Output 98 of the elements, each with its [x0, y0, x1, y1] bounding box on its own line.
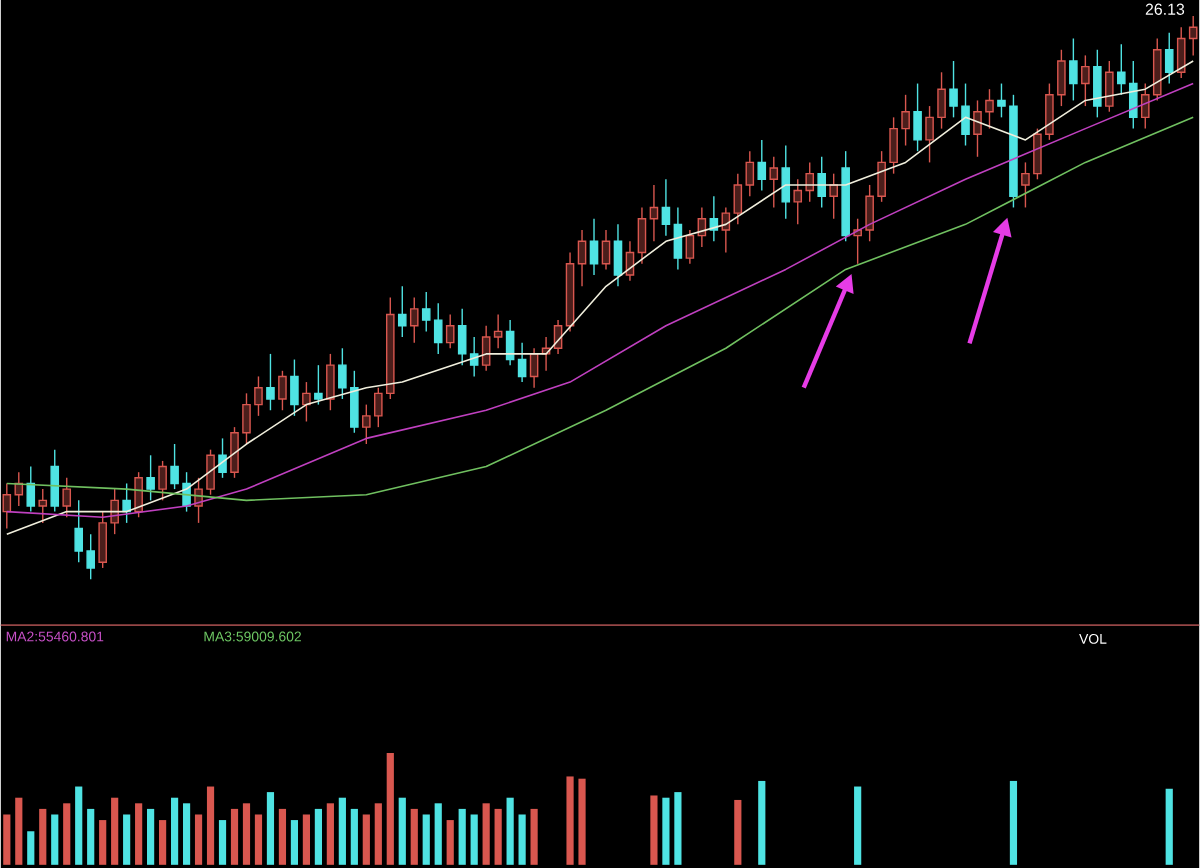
bar: [482, 802, 490, 865]
candlestick: [649, 183, 659, 242]
bar: [410, 808, 418, 865]
bar: [350, 808, 358, 865]
candlestick: [781, 144, 791, 220]
bar: [135, 802, 143, 865]
candlestick: [1105, 59, 1114, 113]
bar: [75, 786, 83, 865]
bar: [386, 752, 394, 865]
bar: [99, 819, 107, 865]
bar: [758, 780, 766, 865]
bar: [530, 808, 538, 865]
bar: [398, 797, 406, 865]
candlestick: [302, 380, 311, 422]
bar: [290, 819, 299, 865]
bar: [27, 830, 35, 865]
bar: [63, 802, 71, 865]
candlestick: [445, 313, 455, 349]
bar: [734, 799, 742, 865]
candlestick: [577, 228, 587, 287]
candlestick: [637, 206, 647, 265]
candlestick: [589, 217, 599, 276]
candlestick: [397, 285, 407, 338]
bar: [147, 808, 155, 865]
bar: [254, 814, 263, 865]
bar: [230, 808, 239, 865]
bar: [854, 786, 862, 865]
candlestick: [2, 482, 12, 529]
candlestick: [1081, 54, 1090, 107]
bar: [518, 814, 526, 865]
bar: [566, 776, 574, 865]
bar: [662, 797, 670, 865]
bar: [458, 808, 466, 865]
bar: [494, 808, 502, 865]
bar: [422, 814, 430, 865]
candlestick: [769, 155, 779, 208]
candlestick: [158, 459, 167, 501]
bar: [111, 797, 119, 865]
candlestick: [122, 482, 131, 524]
candlestick: [1164, 31, 1174, 84]
bar: [674, 791, 682, 865]
bar: [506, 797, 514, 865]
bar: [314, 808, 322, 865]
bar: [578, 778, 586, 865]
bar: [206, 786, 215, 865]
bar: [1009, 780, 1018, 865]
candlestick: [134, 471, 143, 518]
bar: [278, 808, 287, 865]
candlestick: [517, 341, 527, 383]
bar: [1165, 788, 1173, 865]
candlestick: [1093, 48, 1102, 118]
candlestick: [278, 369, 287, 411]
candlestick: [601, 228, 611, 270]
bar: [470, 814, 478, 865]
bar: [87, 808, 95, 865]
bar: [159, 819, 167, 865]
bar: [123, 814, 131, 865]
bar: [3, 814, 11, 865]
bar: [266, 791, 275, 865]
candlestick: [326, 352, 335, 411]
candlestick: [409, 296, 419, 343]
candlestick: [146, 454, 155, 501]
candlestick: [661, 178, 671, 236]
candlestick: [745, 150, 755, 197]
bar: [51, 814, 59, 865]
candlestick: [493, 313, 503, 349]
bar: [326, 802, 334, 865]
candlestick: [38, 487, 48, 524]
bar: [218, 819, 227, 865]
bar: [434, 802, 442, 865]
bar: [302, 814, 310, 865]
candlestick: [266, 352, 275, 411]
bar: [182, 802, 191, 865]
bar: [194, 814, 203, 865]
candlestick: [314, 364, 323, 405]
candlestick: [913, 82, 922, 152]
candlestick: [26, 465, 36, 512]
candlestick: [457, 307, 467, 366]
candlestick: [817, 155, 826, 208]
candlestick: [290, 358, 299, 417]
candlestick: [829, 172, 838, 220]
bar: [446, 819, 454, 865]
bar: [242, 802, 251, 865]
candlestick: [1069, 37, 1078, 101]
candlestick: [613, 223, 623, 287]
bar: [362, 814, 370, 865]
bar: [170, 797, 179, 865]
bar: [374, 802, 382, 865]
candlestick: [733, 172, 743, 225]
candlestick: [50, 448, 60, 512]
candlestick: [62, 476, 72, 518]
bar: [15, 797, 23, 865]
candlestick: [218, 437, 227, 479]
bar: [650, 795, 658, 865]
bar: [39, 808, 47, 865]
candlestick: [757, 138, 767, 191]
bar: [338, 797, 346, 865]
candlestick: [685, 228, 695, 265]
